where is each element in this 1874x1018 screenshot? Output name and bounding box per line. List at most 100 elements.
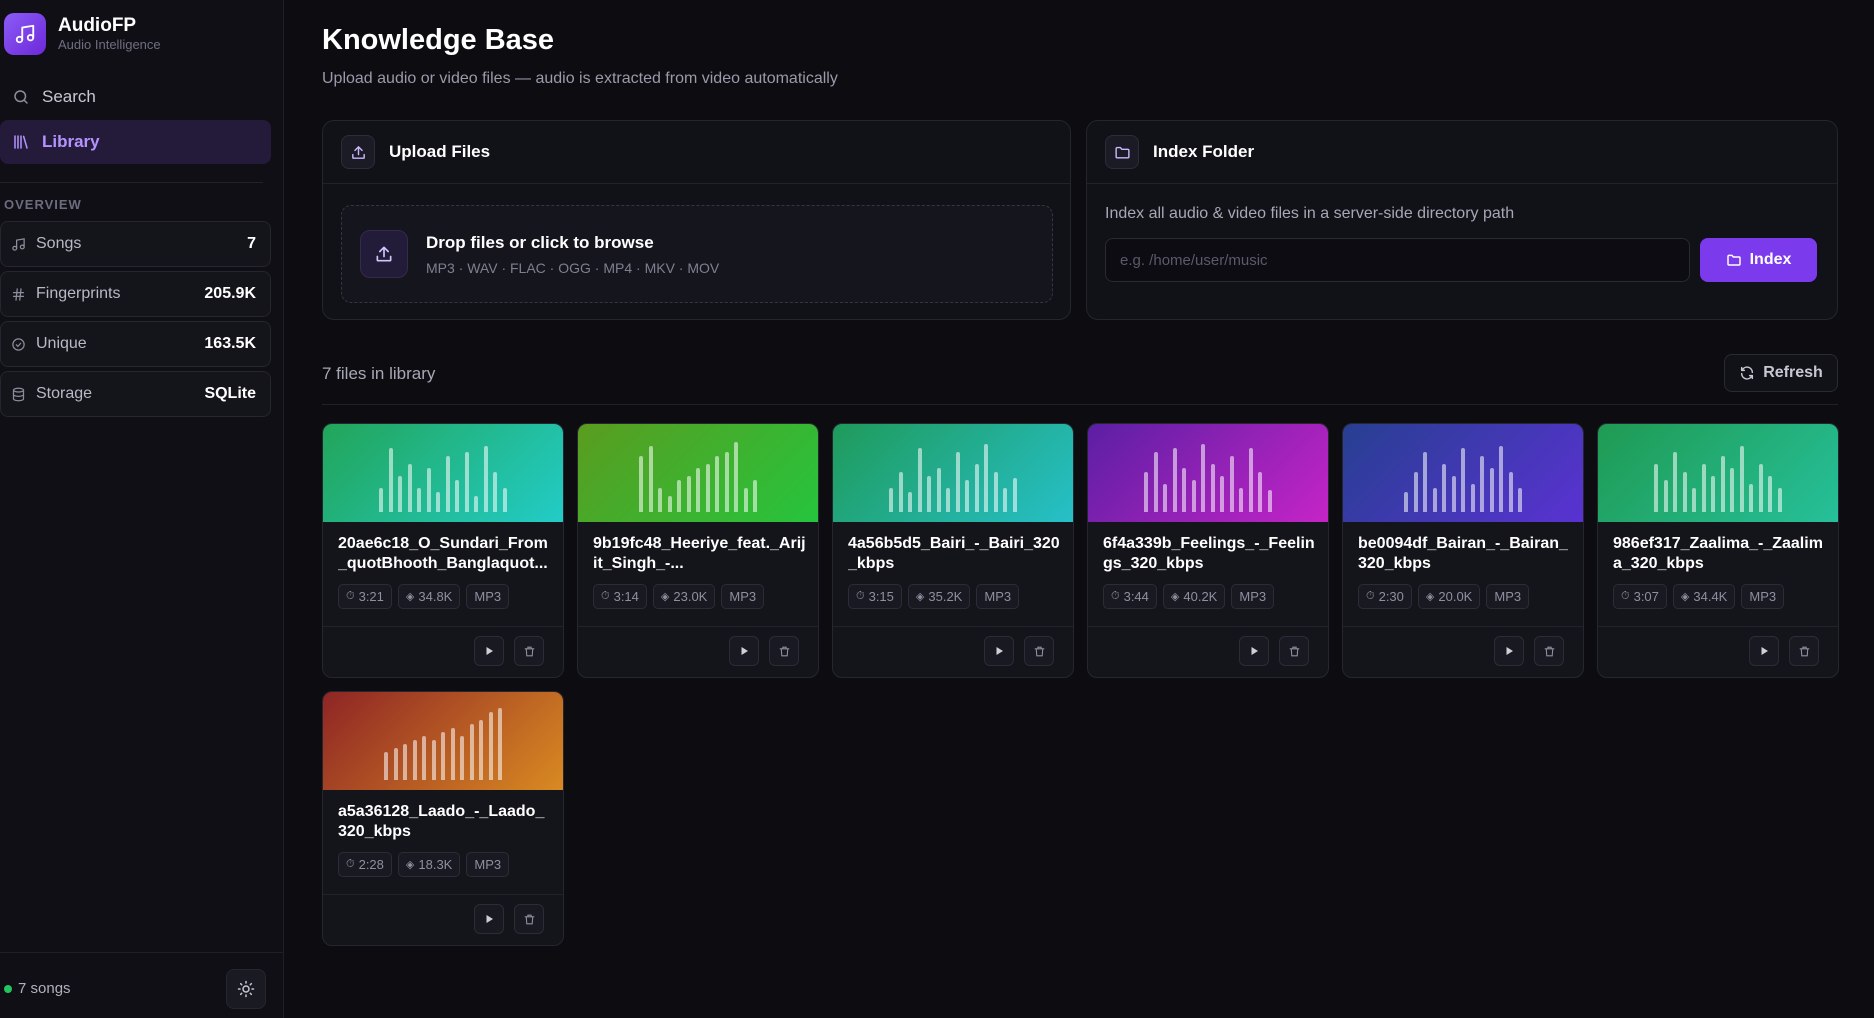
card-divider [323,894,563,895]
waveform-bar [1404,492,1408,512]
database-icon [12,387,25,401]
nav-item-library[interactable]: Library [0,120,271,164]
stat-label: Songs [36,235,82,252]
trash-icon [524,914,534,924]
waveform-bar [1654,464,1659,512]
waveform-bar [1682,472,1687,512]
song-artwork [578,424,818,522]
music-note-icon [12,237,25,251]
theme-toggle-button[interactable] [226,969,266,1009]
song-card[interactable]: a5a36128_Laado_-_Laado_320_kbps ⏱ 2:28 ◈ 18.… [322,691,564,946]
song-card[interactable]: 20ae6c18_O_Sundari_From_quotBhooth_Bangl… [322,423,564,678]
index-button[interactable]: Index [1700,238,1817,282]
delete-button[interactable] [514,904,544,934]
stat-label: Unique [36,335,87,352]
waveform-bar [686,476,691,512]
song-card[interactable]: 986ef317_Zaalima_-_Zaalima_320_kbps ⏱ 3:07… [1597,423,1839,678]
play-button[interactable] [474,636,504,666]
duration-chip: ⏱ 3:15 [848,584,902,609]
diamond-icon: ◈ [660,591,670,603]
trash-icon [1034,646,1044,656]
waveform-bar [388,448,393,512]
waveform-bar [1258,472,1263,512]
waveform-bar [974,464,979,512]
sun-icon [237,980,255,998]
sidebar-divider [0,182,263,183]
diamond-icon: ◈ [1170,591,1180,603]
fingerprint-value: 34.8K [418,589,453,604]
waveform-bar [464,452,469,512]
duration-value: 3:07 [1633,589,1659,604]
waveform-bar [743,488,748,512]
waveform-bar [965,480,970,512]
search-icon [14,90,28,104]
delete-button[interactable] [769,636,799,666]
brand[interactable]: AudioFP Audio Intelligence [4,12,161,56]
delete-button[interactable] [1534,636,1564,666]
duration-value: 2:30 [1378,589,1404,604]
nav-item-search[interactable]: Search [0,75,271,119]
clock-icon: ⏱ [856,590,865,602]
waveform-bar [1711,476,1716,512]
song-title: 6f4a339b_Feelings_-_Feelings_320_kbps [1103,535,1315,572]
play-button[interactable] [1749,636,1779,666]
waveform-bar [984,444,989,512]
upload-panel: Upload Files Drop files or click to brow… [322,120,1071,320]
waveform-bar [417,488,422,512]
index-folder-title: Index Folder [1153,142,1255,161]
waveform-bar [936,468,941,512]
waveform-bar [1191,480,1196,512]
format-chip: MP3 [1486,584,1530,609]
fingerprint-chip: ◈ 20.0K [1417,584,1481,609]
delete-button[interactable] [1789,636,1819,666]
song-artwork [1598,424,1838,522]
format-value: MP3 [1494,589,1522,604]
song-card[interactable]: be0094df_Bairan_-_Bairan_320_kbps ⏱ 2:30 ◈ 2… [1342,423,1584,678]
waveform-bar [393,748,398,780]
delete-button[interactable] [514,636,544,666]
format-chip: MP3 [466,584,510,609]
song-card[interactable]: 9b19fc48_Heeriye_feat._Arijit_Singh_-...… [577,423,819,678]
waveform-bar [469,724,474,780]
song-title: be0094df_Bairan_-_Bairan_320_kbps [1358,535,1568,572]
card-divider [1598,626,1838,627]
duration-chip: ⏱ 2:28 [338,852,392,877]
refresh-label: Refresh [1763,364,1823,381]
waveform-bar [498,708,502,780]
file-dropzone[interactable]: Drop files or click to browse MP3 · WAV … [341,205,1053,303]
duration-chip: ⏱ 3:44 [1103,584,1157,609]
format-value: MP3 [984,589,1012,604]
waveform-bar [753,480,757,512]
play-button[interactable] [984,636,1014,666]
play-button[interactable] [729,636,759,666]
upload-icon [360,230,408,278]
waveform-bar [1461,448,1465,512]
play-button[interactable] [1239,636,1269,666]
index-folder-panel: Index Folder Index all audio & video fil… [1086,120,1838,320]
delete-button[interactable] [1024,636,1054,666]
waveform-bar [1153,452,1158,512]
folder-path-input[interactable] [1105,238,1690,282]
waveform-bar [677,480,681,512]
waveform-bar [398,476,403,512]
waveform-bar [1220,476,1225,512]
song-card[interactable]: 6f4a339b_Feelings_-_Feelings_320_kbps ⏱ 3:… [1087,423,1329,678]
waveform-bar [1720,456,1725,512]
waveform-bar [426,468,431,512]
refresh-button[interactable]: Refresh [1724,354,1838,392]
play-button[interactable] [1494,636,1524,666]
waveform-bar [1413,472,1418,512]
waveform-bar [1210,464,1215,512]
waveform-bar [667,496,672,512]
format-value: MP3 [1239,589,1267,604]
play-button[interactable] [474,904,504,934]
song-card[interactable]: 4a56b5d5_Bairi_-_Bairi_320_kbps ⏱ 3:15 ◈ 35.… [832,423,1074,678]
status-dot-icon [4,985,12,993]
play-icon [486,647,493,655]
index-button-label: Index [1749,251,1792,268]
stat-storage: Storage SQLite [0,371,271,417]
waveform-bar [1267,490,1272,512]
song-artwork [323,424,563,522]
waveform-bar [412,740,417,780]
delete-button[interactable] [1279,636,1309,666]
